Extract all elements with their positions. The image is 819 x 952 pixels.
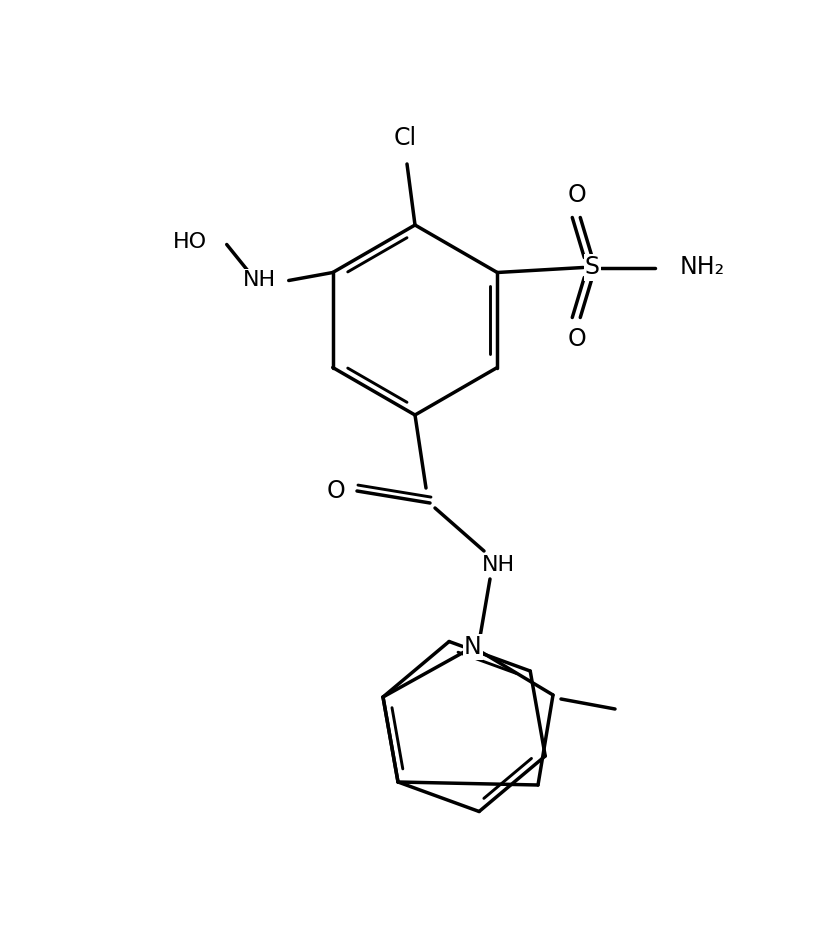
Text: O: O xyxy=(326,479,345,503)
Text: NH₂: NH₂ xyxy=(678,255,723,280)
Text: NH: NH xyxy=(481,555,514,575)
Text: Cl: Cl xyxy=(393,126,416,150)
Text: HO: HO xyxy=(172,232,206,252)
Text: NH: NH xyxy=(242,270,275,290)
Text: S: S xyxy=(584,255,599,280)
Text: N: N xyxy=(464,635,482,659)
Text: O: O xyxy=(568,327,586,351)
Text: O: O xyxy=(568,184,586,208)
